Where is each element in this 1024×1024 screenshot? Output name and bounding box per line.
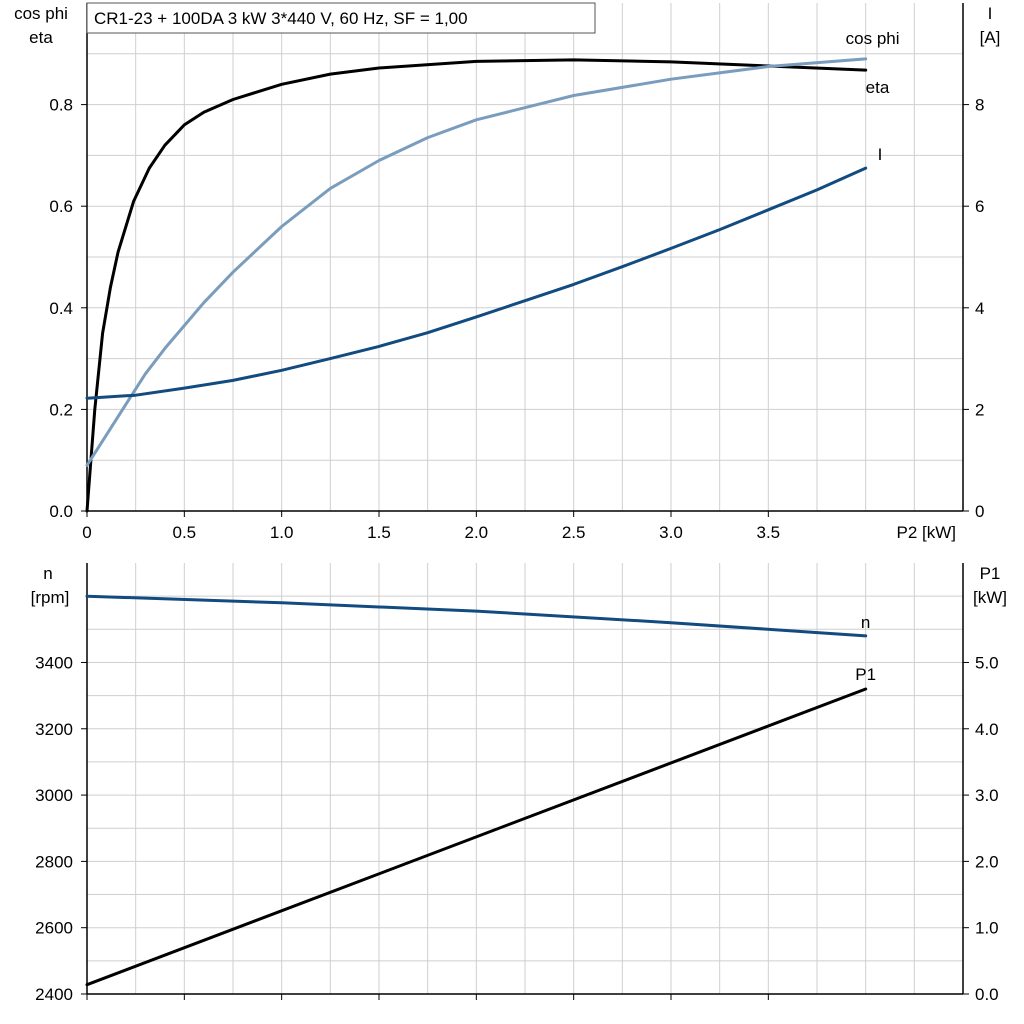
right-axis-unit: [kW] bbox=[973, 588, 1007, 607]
left-tick-label: 0.2 bbox=[49, 400, 73, 419]
right-tick-label: 8 bbox=[975, 96, 984, 115]
chart-title-box bbox=[86, 2, 596, 34]
left-tick-label: 2600 bbox=[35, 919, 73, 938]
right-tick-label: 3.0 bbox=[975, 786, 999, 805]
left-tick-label: 2800 bbox=[35, 852, 73, 871]
right-tick-label: 1.0 bbox=[975, 919, 999, 938]
left-axis-unit: eta bbox=[29, 28, 53, 47]
x-tick-label: 3.5 bbox=[757, 523, 781, 542]
right-tick-label: 6 bbox=[975, 197, 984, 216]
chart-title: CR1-23 + 100DA 3 kW 3*440 V, 60 Hz, SF =… bbox=[94, 9, 468, 28]
x-tick-label: 3.0 bbox=[659, 523, 683, 542]
right-tick-label: 0.0 bbox=[975, 985, 999, 1004]
right-tick-label: 4 bbox=[975, 299, 984, 318]
x-axis-title: P2 [kW] bbox=[896, 523, 956, 542]
bottom-plot-area bbox=[81, 563, 969, 1000]
left-axis-unit: [rpm] bbox=[31, 588, 70, 607]
x-tick-label: 1.5 bbox=[367, 523, 391, 542]
series-line-i bbox=[85, 166, 868, 400]
x-tick-label: 0 bbox=[82, 523, 91, 542]
top-plot-area bbox=[81, 3, 969, 517]
left-axis-title: n bbox=[43, 564, 52, 583]
series-label-p1: P1 bbox=[855, 665, 876, 684]
left-tick-label: 3200 bbox=[35, 720, 73, 739]
left-tick-label: 0.6 bbox=[49, 197, 73, 216]
series-label-cos-phi: cos phi bbox=[846, 29, 900, 48]
right-tick-label: 4.0 bbox=[975, 720, 999, 739]
right-axis-unit: [A] bbox=[980, 28, 1001, 47]
right-tick-label: 0 bbox=[975, 502, 984, 521]
series-line-eta bbox=[85, 58, 868, 513]
series-label-n: n bbox=[861, 613, 870, 632]
series-label-eta: eta bbox=[866, 78, 890, 97]
right-tick-label: 5.0 bbox=[975, 653, 999, 672]
series-label-i: I bbox=[878, 145, 883, 164]
x-tick-label: 2.0 bbox=[465, 523, 489, 542]
left-tick-label: 3400 bbox=[35, 653, 73, 672]
series-line-p1 bbox=[85, 687, 868, 987]
left-tick-label: 0.8 bbox=[49, 96, 73, 115]
left-tick-label: 3000 bbox=[35, 786, 73, 805]
series-line-cos-phi bbox=[85, 57, 868, 467]
left-tick-label: 0.0 bbox=[49, 502, 73, 521]
left-axis-title: cos phi bbox=[14, 4, 68, 23]
right-tick-label: 2 bbox=[975, 400, 984, 419]
right-tick-label: 2.0 bbox=[975, 852, 999, 871]
right-axis-title: P1 bbox=[980, 564, 1001, 583]
series-line-n bbox=[85, 594, 868, 638]
x-tick-label: 2.5 bbox=[562, 523, 586, 542]
left-tick-label: 2400 bbox=[35, 985, 73, 1004]
x-tick-label: 1.0 bbox=[270, 523, 294, 542]
right-axis-title: I bbox=[988, 4, 993, 23]
left-tick-label: 0.4 bbox=[49, 299, 73, 318]
x-tick-label: 0.5 bbox=[173, 523, 197, 542]
